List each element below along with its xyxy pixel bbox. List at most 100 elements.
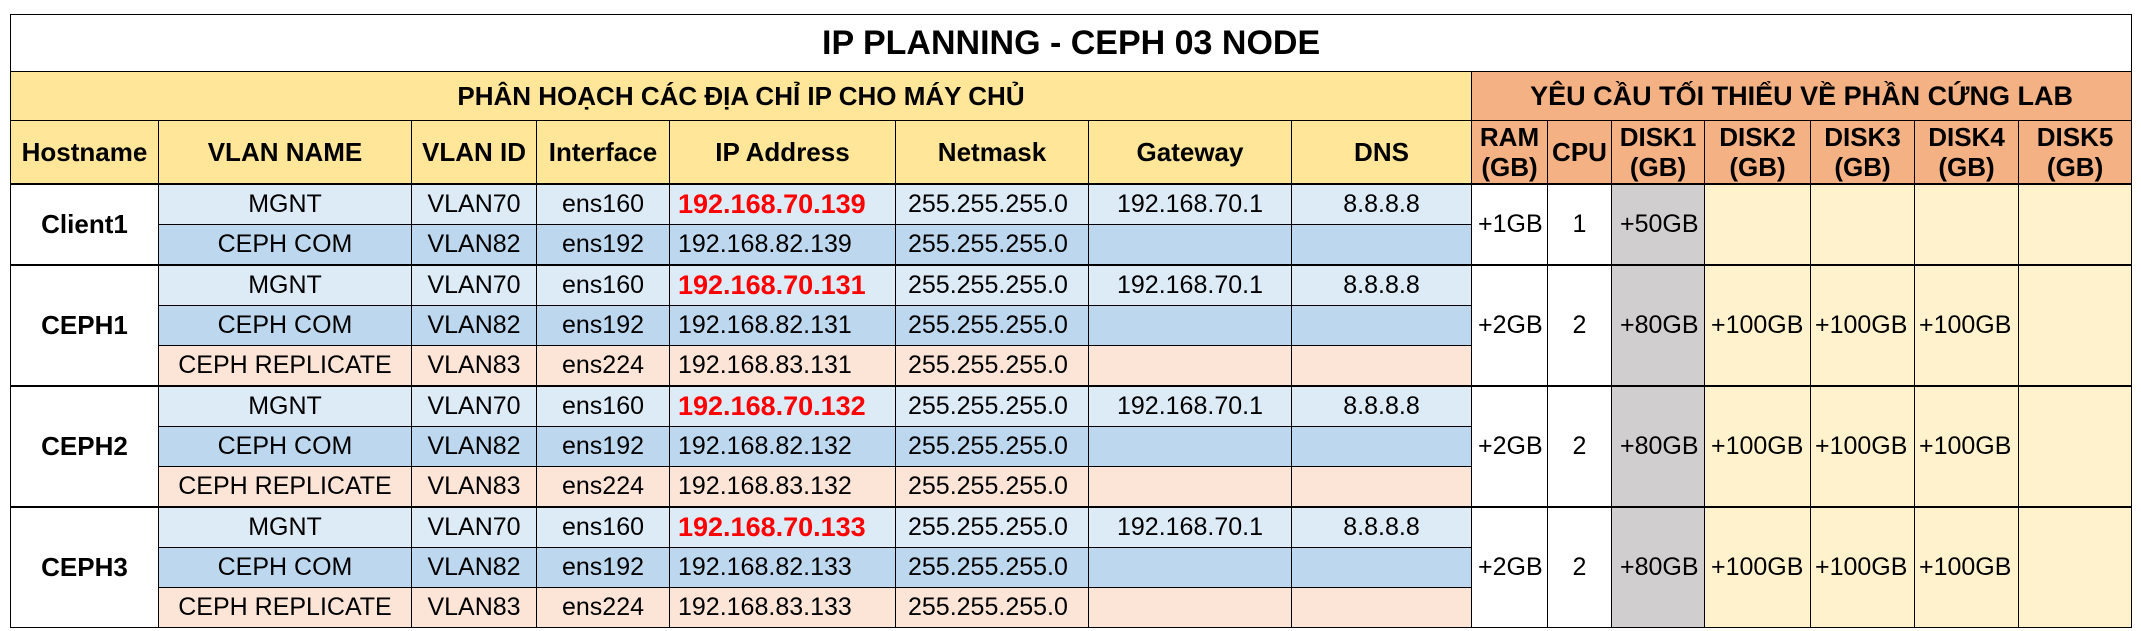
hostname-cell[interactable]: Client1 <box>10 183 159 266</box>
col-header-disk3[interactable]: DISK3 (GB) <box>1810 120 1915 185</box>
disk3-cell[interactable]: +100GB <box>1810 506 1915 628</box>
netmask-cell[interactable]: 255.255.255.0 <box>895 385 1089 427</box>
cpu-cell[interactable]: 1 <box>1547 183 1612 266</box>
ip-address-cell[interactable]: 192.168.82.139 <box>669 224 896 266</box>
ip-address-cell[interactable]: 192.168.83.131 <box>669 345 896 387</box>
dns-cell[interactable] <box>1291 587 1472 628</box>
vlan-id-cell[interactable]: VLAN70 <box>411 506 537 548</box>
disk5-cell[interactable] <box>2017 183 2133 266</box>
ip-address-cell[interactable]: 192.168.83.132 <box>669 466 896 508</box>
gateway-cell[interactable] <box>1088 345 1292 387</box>
disk5-cell[interactable] <box>2017 264 2133 387</box>
vlan-name-cell[interactable]: MGNT <box>158 183 412 225</box>
interface-cell[interactable]: ens160 <box>536 264 670 306</box>
vlan-id-cell[interactable]: VLAN70 <box>411 264 537 306</box>
gateway-cell[interactable] <box>1088 466 1292 508</box>
ip-address-cell[interactable]: 192.168.82.131 <box>669 305 896 346</box>
vlan-name-cell[interactable]: CEPH COM <box>158 426 412 467</box>
disk5-cell[interactable] <box>2017 385 2133 508</box>
col-header-interface[interactable]: Interface <box>536 120 670 185</box>
ip-address-cell[interactable]: 192.168.70.139 <box>669 183 896 225</box>
disk5-cell[interactable] <box>2017 506 2133 628</box>
netmask-cell[interactable]: 255.255.255.0 <box>895 183 1089 225</box>
gateway-cell[interactable]: 192.168.70.1 <box>1088 183 1292 225</box>
vlan-id-cell[interactable]: VLAN70 <box>411 385 537 427</box>
gateway-cell[interactable] <box>1088 305 1292 346</box>
col-header-cpu[interactable]: CPU <box>1547 120 1612 185</box>
hostname-cell[interactable]: CEPH3 <box>10 506 159 628</box>
disk2-cell[interactable]: +100GB <box>1704 264 1811 387</box>
disk4-cell[interactable] <box>1914 183 2019 266</box>
vlan-id-cell[interactable]: VLAN83 <box>411 587 537 628</box>
sheet-title[interactable]: IP PLANNING - CEPH 03 NODE <box>9 14 2133 72</box>
interface-cell[interactable]: ens192 <box>536 305 670 346</box>
netmask-cell[interactable]: 255.255.255.0 <box>895 506 1089 548</box>
disk4-cell[interactable]: +100GB <box>1914 506 2019 628</box>
dns-cell[interactable]: 8.8.8.8 <box>1291 183 1472 225</box>
gateway-cell[interactable] <box>1088 426 1292 467</box>
interface-cell[interactable]: ens224 <box>536 587 670 628</box>
disk2-cell[interactable] <box>1704 183 1811 266</box>
vlan-id-cell[interactable]: VLAN83 <box>411 345 537 387</box>
col-header-disk1[interactable]: DISK1 (GB) <box>1611 120 1705 185</box>
dns-cell[interactable] <box>1291 305 1472 346</box>
interface-cell[interactable]: ens160 <box>536 506 670 548</box>
vlan-id-cell[interactable]: VLAN82 <box>411 305 537 346</box>
vlan-name-cell[interactable]: CEPH COM <box>158 305 412 346</box>
netmask-cell[interactable]: 255.255.255.0 <box>895 345 1089 387</box>
disk1-cell[interactable]: +80GB <box>1611 264 1705 387</box>
vlan-name-cell[interactable]: CEPH COM <box>158 224 412 266</box>
netmask-cell[interactable]: 255.255.255.0 <box>895 466 1089 508</box>
col-header-disk2[interactable]: DISK2 (GB) <box>1704 120 1811 185</box>
interface-cell[interactable]: ens224 <box>536 345 670 387</box>
interface-cell[interactable]: ens160 <box>536 183 670 225</box>
col-header-dns[interactable]: DNS <box>1291 120 1472 185</box>
netmask-cell[interactable]: 255.255.255.0 <box>895 224 1089 266</box>
netmask-cell[interactable]: 255.255.255.0 <box>895 547 1089 588</box>
gateway-cell[interactable] <box>1088 547 1292 588</box>
hostname-cell[interactable]: CEPH2 <box>10 385 159 508</box>
gateway-cell[interactable]: 192.168.70.1 <box>1088 264 1292 306</box>
col-header-netmask[interactable]: Netmask <box>895 120 1089 185</box>
vlan-name-cell[interactable]: CEPH REPLICATE <box>158 466 412 508</box>
ip-section-header[interactable]: PHÂN HOẠCH CÁC ĐỊA CHỈ IP CHO MÁY CHỦ <box>10 71 1472 121</box>
cpu-cell[interactable]: 2 <box>1547 385 1612 508</box>
dns-cell[interactable] <box>1291 547 1472 588</box>
vlan-name-cell[interactable]: CEPH COM <box>158 547 412 588</box>
netmask-cell[interactable]: 255.255.255.0 <box>895 264 1089 306</box>
disk3-cell[interactable]: +100GB <box>1810 264 1915 387</box>
gateway-cell[interactable]: 192.168.70.1 <box>1088 385 1292 427</box>
vlan-id-cell[interactable]: VLAN83 <box>411 466 537 508</box>
disk3-cell[interactable] <box>1810 183 1915 266</box>
col-header-disk5[interactable]: DISK5 (GB) <box>2017 120 2133 185</box>
ip-address-cell[interactable]: 192.168.82.133 <box>669 547 896 588</box>
interface-cell[interactable]: ens192 <box>536 547 670 588</box>
ip-address-cell[interactable]: 192.168.70.133 <box>669 506 896 548</box>
vlan-name-cell[interactable]: CEPH REPLICATE <box>158 345 412 387</box>
disk1-cell[interactable]: +80GB <box>1611 385 1705 508</box>
netmask-cell[interactable]: 255.255.255.0 <box>895 426 1089 467</box>
ip-address-cell[interactable]: 192.168.82.132 <box>669 426 896 467</box>
dns-cell[interactable] <box>1291 224 1472 266</box>
dns-cell[interactable] <box>1291 466 1472 508</box>
col-header-disk4[interactable]: DISK4 (GB) <box>1914 120 2019 185</box>
interface-cell[interactable]: ens224 <box>536 466 670 508</box>
netmask-cell[interactable]: 255.255.255.0 <box>895 305 1089 346</box>
vlan-name-cell[interactable]: MGNT <box>158 264 412 306</box>
vlan-id-cell[interactable]: VLAN82 <box>411 224 537 266</box>
gateway-cell[interactable] <box>1088 224 1292 266</box>
interface-cell[interactable]: ens160 <box>536 385 670 427</box>
ram-cell[interactable]: +1GB <box>1471 183 1548 266</box>
disk2-cell[interactable]: +100GB <box>1704 385 1811 508</box>
dns-cell[interactable]: 8.8.8.8 <box>1291 385 1472 427</box>
col-header-hostname[interactable]: Hostname <box>10 120 159 185</box>
vlan-id-cell[interactable]: VLAN70 <box>411 183 537 225</box>
ip-address-cell[interactable]: 192.168.70.132 <box>669 385 896 427</box>
cpu-cell[interactable]: 2 <box>1547 264 1612 387</box>
col-header-vlan-id[interactable]: VLAN ID <box>411 120 537 185</box>
col-header-vlan-name[interactable]: VLAN NAME <box>158 120 412 185</box>
vlan-id-cell[interactable]: VLAN82 <box>411 547 537 588</box>
vlan-name-cell[interactable]: MGNT <box>158 506 412 548</box>
disk2-cell[interactable]: +100GB <box>1704 506 1811 628</box>
disk3-cell[interactable]: +100GB <box>1810 385 1915 508</box>
